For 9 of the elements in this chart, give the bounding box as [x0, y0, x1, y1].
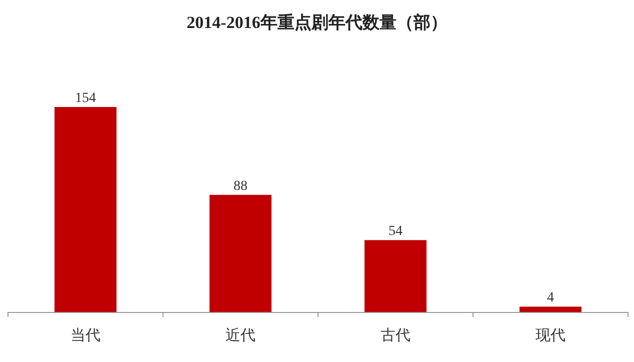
data-label: 4 — [547, 290, 554, 306]
x-tick-label: 现代 — [536, 326, 566, 344]
chart-title: 2014-2016年重点剧年代数量（部） — [186, 13, 448, 32]
x-tick-label: 古代 — [380, 326, 410, 344]
x-tick-label: 当代 — [70, 326, 100, 344]
x-tick-label: 近代 — [226, 326, 256, 344]
data-label: 88 — [234, 178, 248, 194]
data-label: 154 — [75, 91, 96, 106]
data-label: 54 — [388, 224, 402, 240]
